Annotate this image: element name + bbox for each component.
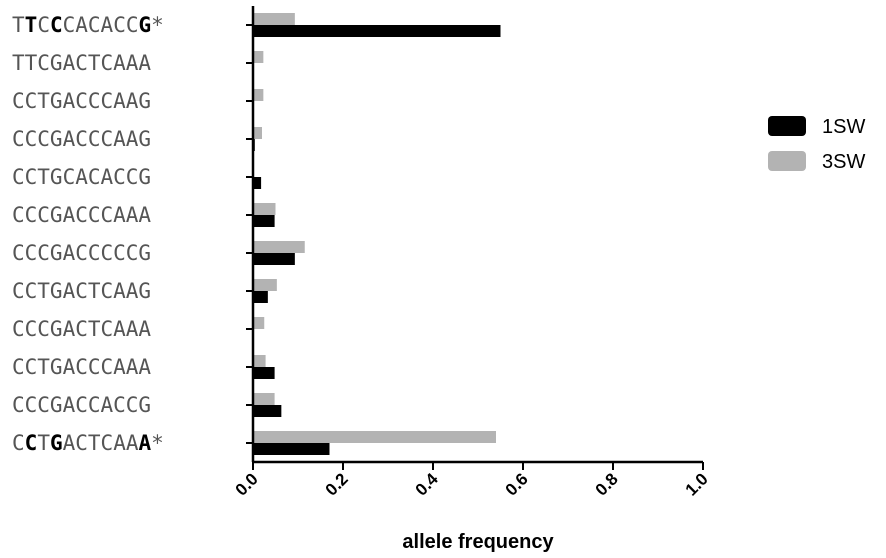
bar-3sw [253, 393, 275, 405]
x-tick-label: 0.2 [322, 469, 352, 499]
bar-1sw [253, 25, 501, 37]
category-label: TTCGACTCAAA [12, 51, 151, 75]
category-label: CCCGACCCAAG [12, 127, 151, 151]
x-tick-label: 1.0 [682, 469, 712, 499]
bar-3sw [253, 13, 295, 25]
legend-swatch-1sw [768, 116, 806, 136]
bar-3sw [253, 203, 276, 215]
bar-3sw [253, 89, 264, 101]
bars [246, 13, 501, 455]
category-label: TTCCCACACCG* [12, 13, 164, 37]
legend-label-3sw: 3SW [822, 151, 865, 173]
category-label: CCTGACTCAAG [12, 279, 151, 303]
bar-1sw [253, 177, 262, 189]
legend-swatch-3sw [768, 151, 806, 171]
category-label: CCTGACCCAAG [12, 89, 151, 113]
bar-3sw [253, 127, 262, 139]
x-tick-label: 0.4 [412, 469, 443, 500]
bar-3sw [253, 431, 496, 443]
category-labels: TTCCCACACCG* TTCGACTCAAA CCTGACCCAAG CCCGAC… [12, 13, 164, 455]
legend: 1SW 3SW [768, 116, 865, 173]
bar-3sw [253, 279, 277, 291]
x-tick-label: 0.6 [502, 469, 532, 499]
axes [251, 6, 703, 464]
category-label: CCCGACCCAAA [12, 203, 151, 227]
bar-1sw [253, 215, 275, 227]
x-tick-label: 0.8 [592, 469, 622, 499]
x-axis-title: allele frequency [402, 531, 554, 553]
bar-3sw [253, 317, 265, 329]
category-label: CCTGCACACCG [12, 165, 151, 189]
category-label: CCTGACTCAAA* [12, 431, 164, 455]
bar-3sw [253, 51, 264, 63]
category-label: CCCGACCCCCG [12, 241, 151, 265]
category-label: CCCGACTCAAA [12, 317, 151, 341]
bar-3sw [253, 241, 305, 253]
x-tick-label: 0.0 [232, 469, 262, 499]
bar-1sw [253, 367, 275, 379]
bar-1sw [253, 443, 330, 455]
x-ticks: 0.0 0.2 0.4 0.6 0.8 1.0 [232, 462, 712, 500]
category-label: CCCGACCACCG [12, 393, 151, 417]
category-label: CCTGACCCAAA [12, 355, 151, 379]
bar-1sw [253, 253, 295, 265]
bar-3sw [253, 355, 266, 367]
bar-1sw [253, 291, 268, 303]
legend-label-1sw: 1SW [822, 116, 865, 138]
bar-1sw [253, 405, 282, 417]
